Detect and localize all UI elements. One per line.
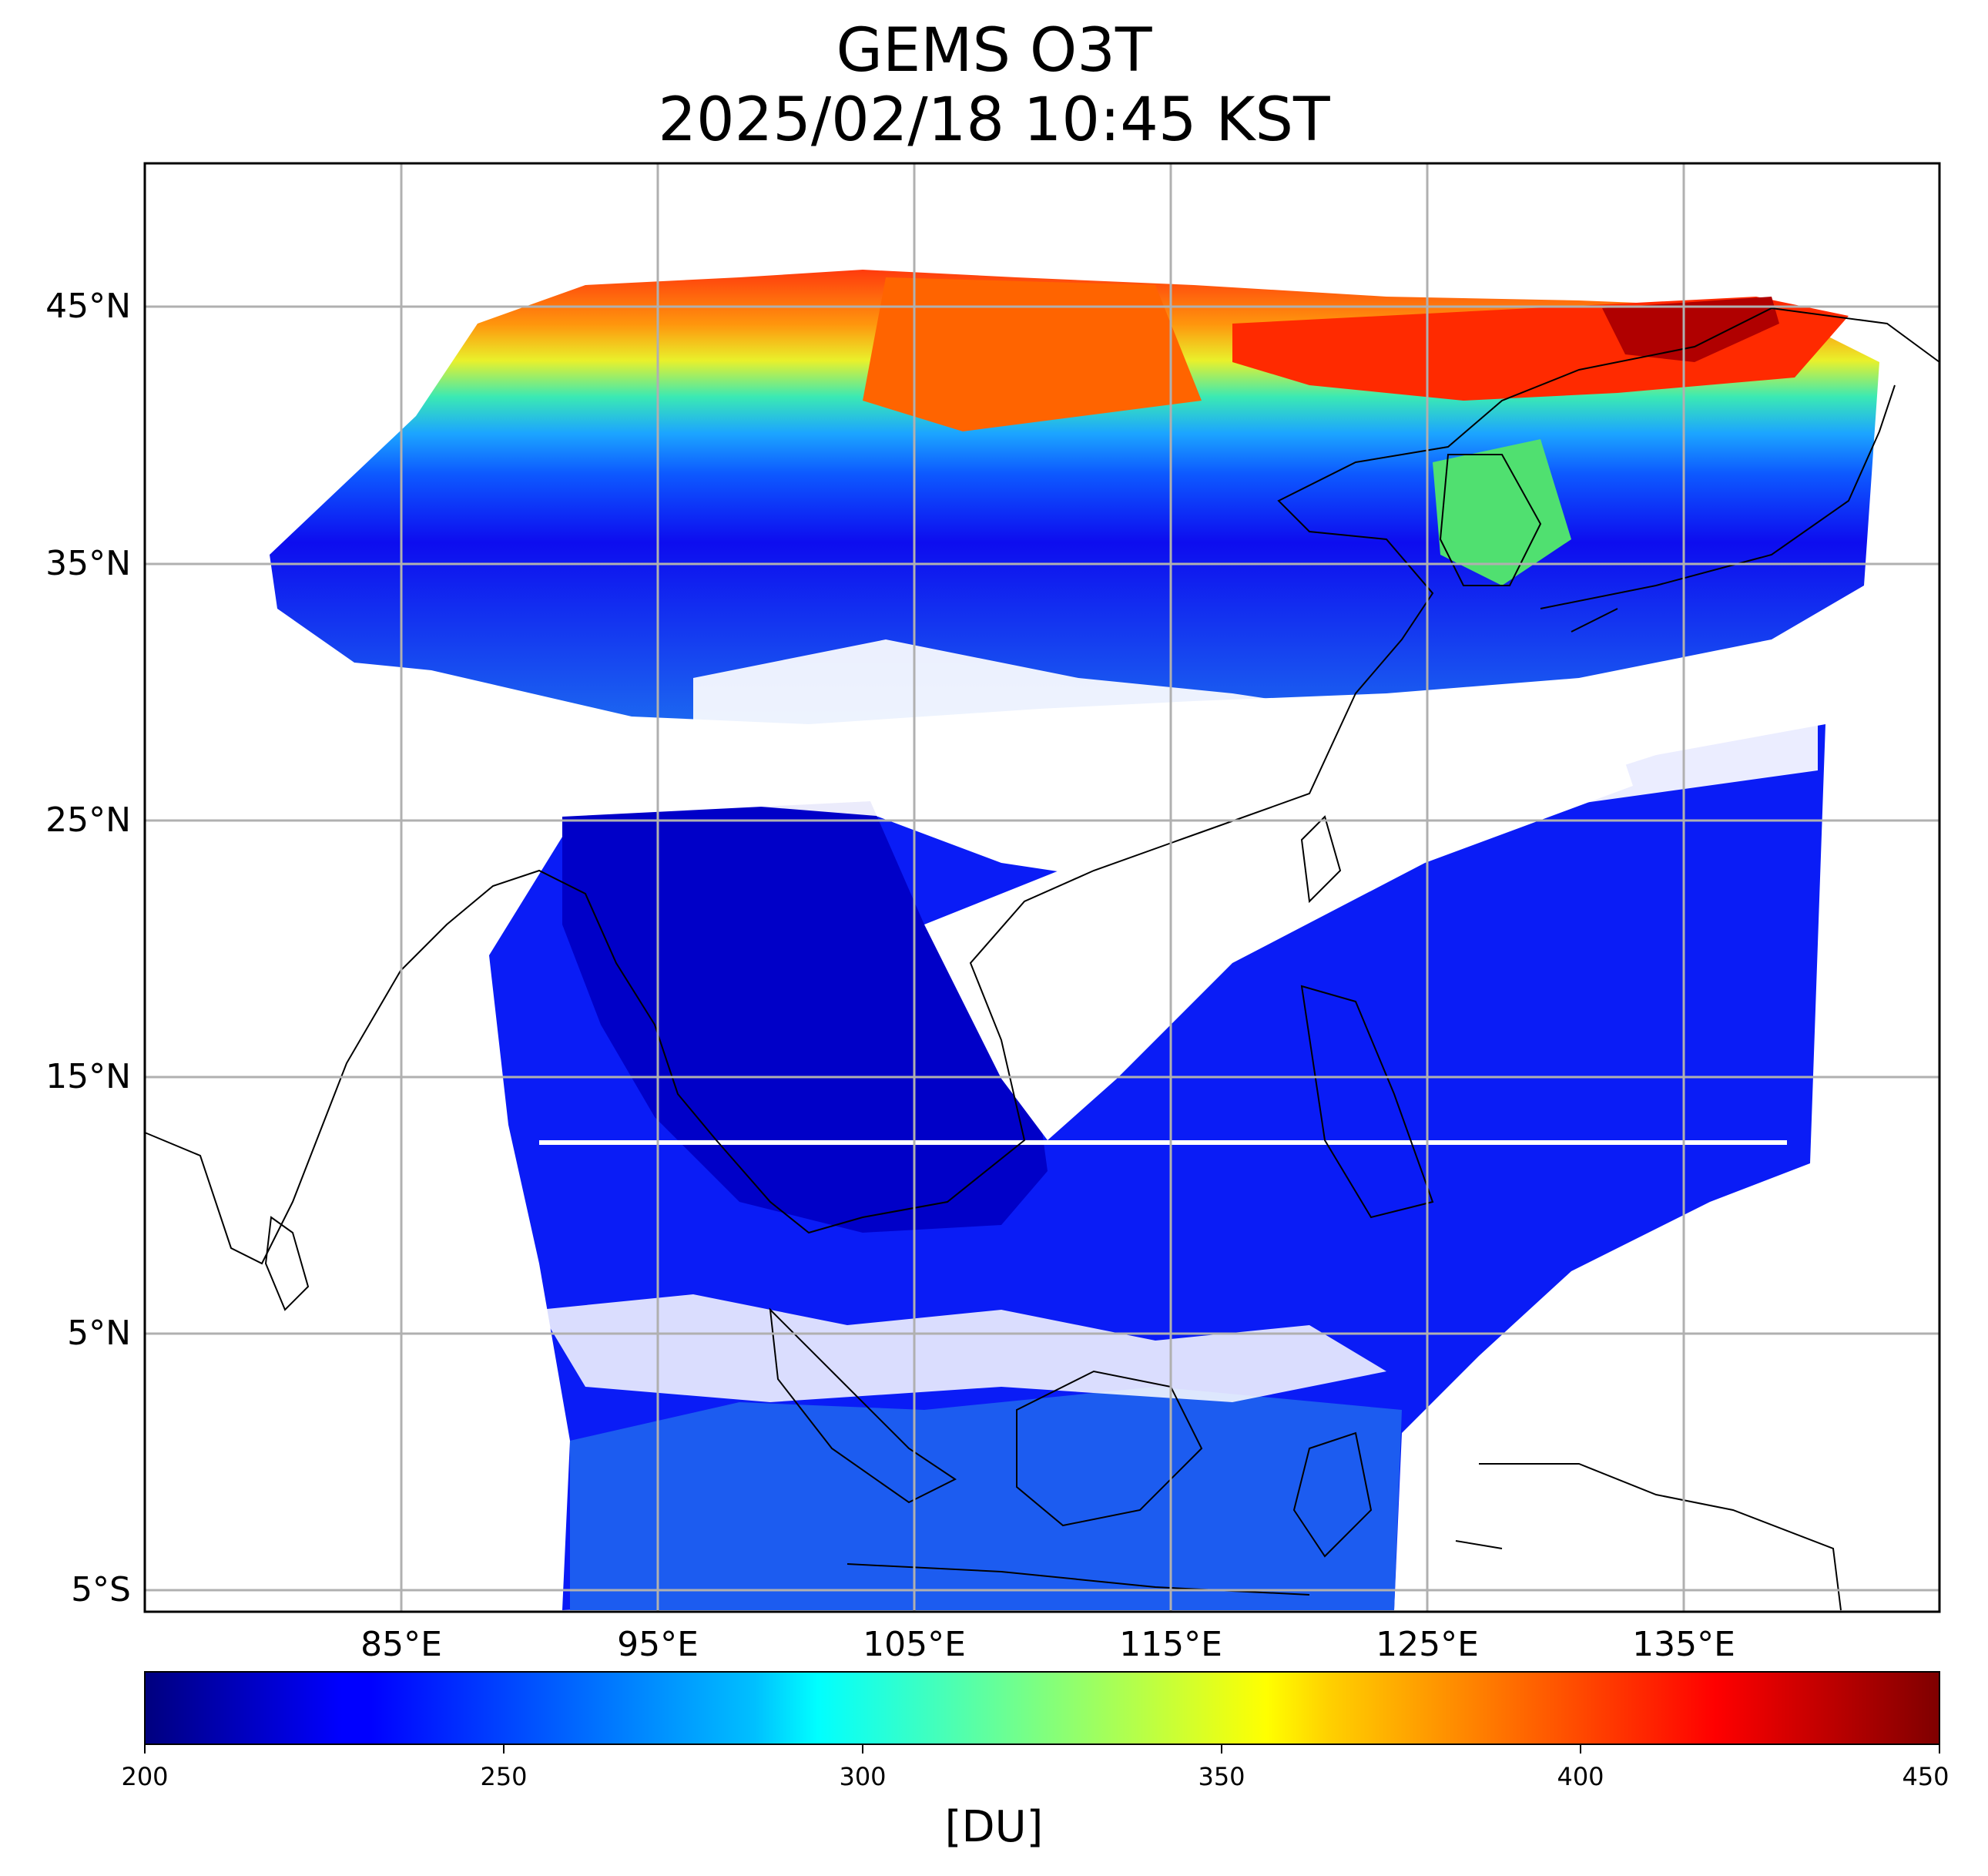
colorbar xyxy=(144,1671,1940,1745)
cloud-gap xyxy=(539,1294,1386,1402)
lat-label-25n: 25°N xyxy=(45,800,131,840)
lat-label-45n: 45°N xyxy=(45,287,131,326)
map-title: GEMS O3T xyxy=(836,16,1152,86)
lon-label-125e: 125°E xyxy=(1376,1625,1479,1664)
ozone-field xyxy=(270,270,1879,1610)
ozone-peak-patch xyxy=(1602,297,1779,362)
ozone-indonesia-light xyxy=(570,1387,1402,1610)
cloud-gap xyxy=(693,639,1818,832)
colorbar-tick-label: 250 xyxy=(480,1762,528,1791)
map-frame xyxy=(143,162,1941,1613)
lon-label-95e: 95°E xyxy=(617,1625,699,1664)
ozone-orange-patch xyxy=(863,277,1202,431)
scan-gap xyxy=(539,1140,1787,1145)
lon-label-115e: 115°E xyxy=(1119,1625,1222,1664)
colorbar-unit-label: [DU] xyxy=(944,1802,1044,1852)
lat-label-5n: 5°N xyxy=(67,1314,131,1353)
ozone-korea-green xyxy=(1433,439,1571,586)
lat-label-5s: 5°S xyxy=(71,1570,131,1609)
colorbar-tick-label: 300 xyxy=(839,1762,887,1791)
ozone-indochina-low xyxy=(562,801,1048,1233)
colorbar-tick-label: 450 xyxy=(1902,1762,1949,1791)
coastlines xyxy=(144,307,1940,1611)
lat-label-35n: 35°N xyxy=(45,544,131,583)
colorbar-tick-label: 350 xyxy=(1198,1762,1245,1791)
colorbar-ticks xyxy=(144,1744,1940,1754)
lon-label-105e: 105°E xyxy=(863,1625,966,1664)
cloud-gap xyxy=(924,740,1633,1140)
lon-label-85e: 85°E xyxy=(360,1625,442,1664)
colorbar-tick-label: 400 xyxy=(1557,1762,1604,1791)
lon-label-135e: 135°E xyxy=(1632,1625,1735,1664)
map-subtitle-datetime: 2025/02/18 10:45 KST xyxy=(658,86,1330,155)
lat-label-15n: 15°N xyxy=(45,1057,131,1096)
colorbar-tick-label: 200 xyxy=(121,1762,169,1791)
gridlines xyxy=(145,163,1939,1612)
